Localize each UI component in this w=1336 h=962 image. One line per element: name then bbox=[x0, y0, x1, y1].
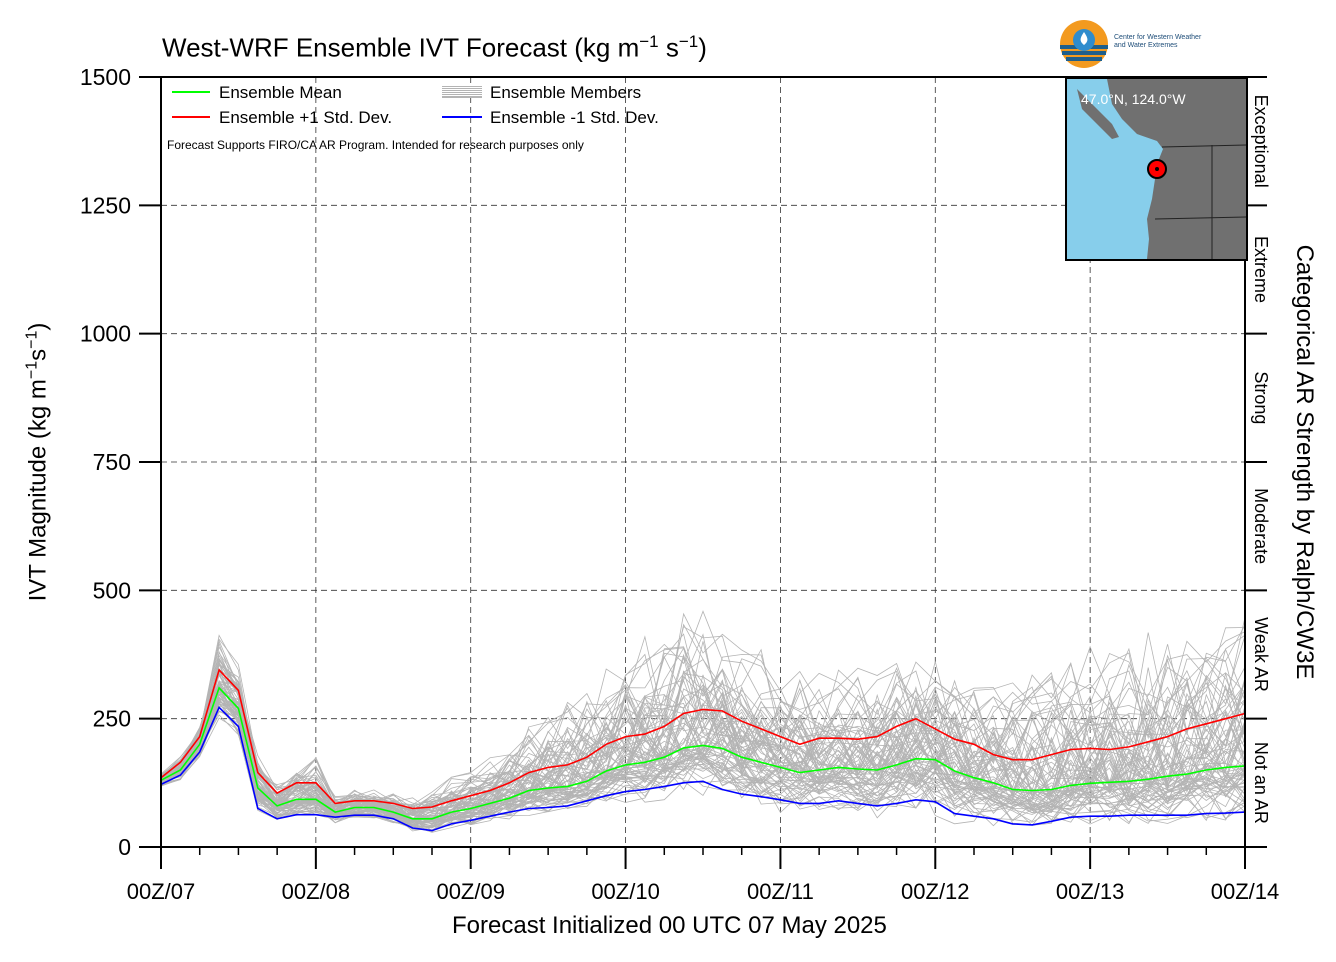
member-line bbox=[160, 634, 1246, 807]
right-axis-label: Categorical AR Strength by Ralph/CW3E bbox=[1291, 244, 1318, 680]
x-tick-label: 00Z/12 bbox=[901, 879, 970, 904]
legend-swatch-members bbox=[442, 86, 482, 98]
member-line bbox=[160, 657, 1246, 819]
legend-swatch-mean bbox=[172, 91, 210, 93]
member-line bbox=[160, 710, 1246, 833]
cw3e-logo: Center for Western Weather and Water Ext… bbox=[1058, 18, 1248, 70]
member-line bbox=[160, 647, 1246, 812]
y-tick-label: 750 bbox=[93, 449, 131, 475]
member-line bbox=[160, 684, 1246, 816]
member-line bbox=[160, 612, 1246, 815]
y-tick-label: 1500 bbox=[80, 64, 131, 90]
y-tick-label: 500 bbox=[93, 577, 131, 603]
member-line bbox=[160, 683, 1246, 827]
member-line bbox=[160, 623, 1246, 809]
y-tick-label: 1000 bbox=[80, 321, 131, 347]
member-line bbox=[160, 706, 1246, 827]
location-map bbox=[1067, 79, 1246, 259]
category-label: Exceptional bbox=[1251, 95, 1271, 188]
y-axis-label: IVT Magnitude (kg m−1s−1) bbox=[23, 322, 52, 602]
disclaimer-text: Forecast Supports FIRO/CA AR Program. In… bbox=[167, 138, 584, 152]
cw3e-logo-icon bbox=[1060, 20, 1108, 68]
series-line-ensemble-1-std-dev- bbox=[160, 668, 1246, 810]
chart-title: West-WRF Ensemble IVT Forecast (kg m−1 s… bbox=[162, 32, 707, 63]
member-line bbox=[160, 631, 1246, 814]
y-tick-label: 0 bbox=[118, 834, 131, 860]
x-tick-label: 00Z/11 bbox=[747, 879, 814, 904]
series-line-ensemble-1-std-dev- bbox=[160, 706, 1246, 832]
legend-swatch-minus bbox=[442, 116, 482, 118]
x-tick-label: 00Z/13 bbox=[1056, 879, 1125, 904]
member-line bbox=[160, 690, 1246, 822]
y-tick-label: 1250 bbox=[80, 192, 131, 218]
x-tick-label: 00Z/10 bbox=[591, 879, 660, 904]
x-tick-label: 00Z/08 bbox=[282, 879, 351, 904]
legend-swatch-plus bbox=[172, 116, 210, 118]
logo-text: Center for Western Weather and Water Ext… bbox=[1114, 34, 1202, 49]
inset-location-label: 47.0°N, 124.0°W bbox=[1081, 91, 1186, 107]
x-axis-label: Forecast Initialized 00 UTC 07 May 2025 bbox=[452, 912, 887, 939]
legend-label-minus: Ensemble -1 Std. Dev. bbox=[490, 108, 659, 127]
legend-label-plus: Ensemble +1 Std. Dev. bbox=[219, 108, 393, 127]
category-label: Not an AR bbox=[1251, 742, 1271, 824]
ensemble-members bbox=[160, 610, 1246, 833]
legend-label-mean: Ensemble Mean bbox=[219, 83, 342, 102]
member-line bbox=[160, 696, 1246, 832]
category-label: Extreme bbox=[1251, 236, 1271, 303]
member-line bbox=[160, 669, 1246, 816]
x-tick-label: 00Z/14 bbox=[1211, 879, 1280, 904]
member-line bbox=[160, 653, 1246, 817]
category-label: Strong bbox=[1251, 371, 1271, 424]
x-tick-label: 00Z/07 bbox=[127, 879, 196, 904]
category-label: Weak AR bbox=[1251, 617, 1271, 692]
member-line bbox=[160, 679, 1246, 813]
legend-label-members: Ensemble Members bbox=[490, 83, 642, 102]
category-label: Moderate bbox=[1251, 488, 1271, 564]
member-line bbox=[160, 641, 1246, 817]
series-line-ensemble-mean bbox=[160, 686, 1246, 820]
y-tick-label: 250 bbox=[93, 706, 131, 732]
x-tick-label: 00Z/09 bbox=[436, 879, 505, 904]
location-map-inset: 47.0°N, 124.0°W bbox=[1065, 77, 1248, 261]
